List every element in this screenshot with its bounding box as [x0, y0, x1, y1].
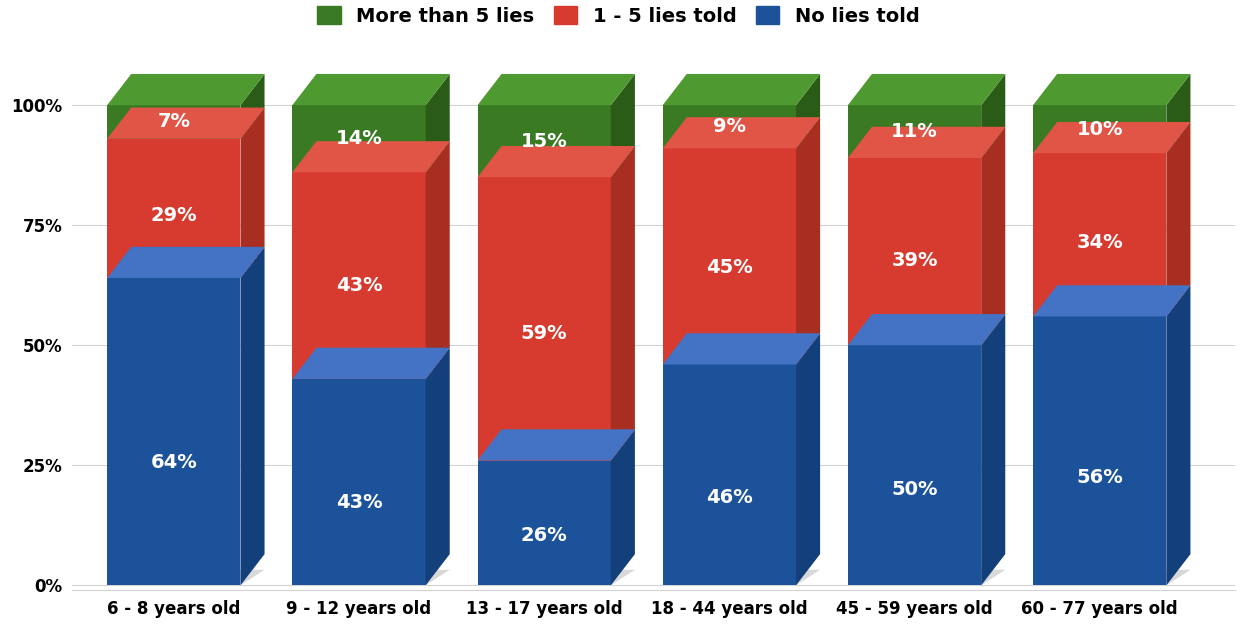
- Polygon shape: [1033, 74, 1190, 105]
- Polygon shape: [847, 127, 1006, 158]
- Polygon shape: [663, 148, 796, 364]
- Polygon shape: [477, 146, 635, 177]
- Polygon shape: [1033, 285, 1190, 316]
- Polygon shape: [107, 105, 240, 139]
- Polygon shape: [1166, 74, 1190, 153]
- Text: 43%: 43%: [335, 277, 383, 296]
- Polygon shape: [107, 278, 240, 586]
- Polygon shape: [981, 314, 1006, 586]
- Text: 45%: 45%: [706, 258, 753, 277]
- Text: 50%: 50%: [891, 480, 938, 499]
- Polygon shape: [663, 364, 796, 586]
- Polygon shape: [477, 177, 611, 460]
- Text: 15%: 15%: [521, 131, 567, 151]
- Polygon shape: [847, 570, 1006, 586]
- Polygon shape: [611, 146, 635, 460]
- Polygon shape: [293, 141, 450, 172]
- Text: 46%: 46%: [706, 487, 753, 506]
- Polygon shape: [293, 105, 426, 172]
- Polygon shape: [663, 570, 820, 586]
- Polygon shape: [107, 74, 264, 105]
- Polygon shape: [663, 333, 820, 364]
- Polygon shape: [293, 379, 426, 586]
- Polygon shape: [107, 247, 264, 278]
- Polygon shape: [293, 74, 450, 105]
- Polygon shape: [981, 127, 1006, 345]
- Polygon shape: [847, 314, 1006, 345]
- Text: 11%: 11%: [891, 122, 938, 141]
- Polygon shape: [426, 141, 450, 379]
- Polygon shape: [796, 74, 820, 148]
- Polygon shape: [240, 108, 264, 278]
- Text: 14%: 14%: [335, 130, 383, 148]
- Polygon shape: [847, 74, 1006, 105]
- Polygon shape: [796, 117, 820, 364]
- Polygon shape: [426, 348, 450, 586]
- Polygon shape: [796, 333, 820, 586]
- Polygon shape: [477, 105, 611, 177]
- Polygon shape: [1166, 122, 1190, 316]
- Text: 29%: 29%: [151, 206, 197, 225]
- Polygon shape: [847, 345, 981, 586]
- Polygon shape: [981, 74, 1006, 158]
- Polygon shape: [107, 570, 264, 586]
- Polygon shape: [663, 74, 820, 105]
- Polygon shape: [107, 108, 264, 139]
- Polygon shape: [477, 460, 611, 586]
- Polygon shape: [1033, 105, 1166, 153]
- Text: 59%: 59%: [521, 323, 567, 343]
- Polygon shape: [107, 139, 240, 278]
- Polygon shape: [1033, 570, 1190, 586]
- Polygon shape: [663, 117, 820, 148]
- Polygon shape: [611, 74, 635, 177]
- Polygon shape: [663, 105, 796, 148]
- Text: 39%: 39%: [891, 252, 938, 270]
- Text: 7%: 7%: [157, 113, 191, 131]
- Polygon shape: [1033, 316, 1166, 586]
- Text: 56%: 56%: [1077, 469, 1123, 487]
- Text: 64%: 64%: [151, 453, 197, 472]
- Polygon shape: [1033, 122, 1190, 153]
- Text: 34%: 34%: [1077, 233, 1123, 252]
- Polygon shape: [847, 158, 981, 345]
- Polygon shape: [240, 247, 264, 586]
- Polygon shape: [240, 74, 264, 139]
- Polygon shape: [293, 348, 450, 379]
- Legend: More than 5 lies, 1 - 5 lies told, No lies told: More than 5 lies, 1 - 5 lies told, No li…: [318, 6, 920, 26]
- Polygon shape: [293, 570, 450, 586]
- Polygon shape: [293, 172, 426, 379]
- Polygon shape: [611, 430, 635, 586]
- Polygon shape: [477, 430, 635, 460]
- Text: 10%: 10%: [1077, 120, 1123, 138]
- Polygon shape: [477, 570, 635, 586]
- Text: 43%: 43%: [335, 493, 383, 512]
- Polygon shape: [847, 105, 981, 158]
- Polygon shape: [426, 74, 450, 172]
- Text: 26%: 26%: [521, 526, 567, 545]
- Polygon shape: [1166, 285, 1190, 586]
- Polygon shape: [477, 74, 635, 105]
- Text: 9%: 9%: [713, 117, 746, 136]
- Polygon shape: [1033, 153, 1166, 316]
